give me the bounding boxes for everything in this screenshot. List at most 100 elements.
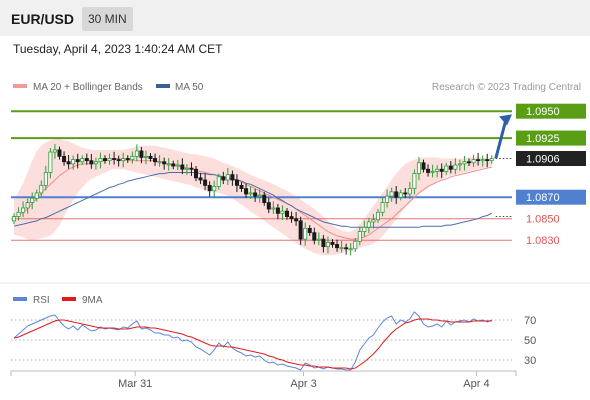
projection-arrow-shaft xyxy=(494,119,508,159)
legend-ma50-label: MA 50 xyxy=(175,82,204,93)
candle-up xyxy=(480,159,485,162)
candle-up xyxy=(471,159,476,164)
candle-down xyxy=(294,218,299,222)
level-badge-label: 1.0950 xyxy=(526,106,560,118)
level-badge-label: 1.0925 xyxy=(526,133,560,145)
timestamp: Tuesday, April 4, 2023 1:40:24 AM CET xyxy=(13,42,223,56)
candle-up xyxy=(225,174,230,181)
timeframe-badge[interactable]: 30 MIN xyxy=(82,7,133,31)
candle-down xyxy=(103,158,108,162)
candle-down xyxy=(466,161,471,164)
candle-down xyxy=(485,159,490,162)
candle-down xyxy=(262,194,267,203)
candle-up xyxy=(435,168,440,172)
candle-down xyxy=(321,238,326,248)
rsi-tick-50: 50 xyxy=(524,335,536,347)
candle-down xyxy=(207,184,212,192)
candle-up xyxy=(52,149,57,153)
ma50-line xyxy=(13,172,493,228)
candle-down xyxy=(275,207,280,214)
candle-up xyxy=(366,221,371,228)
level-badge-1-0925 xyxy=(516,130,586,146)
candle-down xyxy=(289,216,294,220)
candle-up xyxy=(43,172,48,186)
rsi-panel: 70 50 30 xyxy=(11,311,536,371)
candle-up xyxy=(271,207,276,210)
candle-up xyxy=(134,150,139,157)
candle-down xyxy=(153,158,158,163)
candle-up xyxy=(412,173,417,190)
candle-up xyxy=(143,155,148,158)
price-panel: 1.0950 1.0925 1.0906 1.0870 1.0850 1.0830 xyxy=(11,103,586,256)
candle-up xyxy=(107,158,112,162)
candle-up xyxy=(398,192,403,198)
candle-down xyxy=(221,176,226,181)
candle-up xyxy=(457,163,462,166)
candle-up xyxy=(316,238,321,241)
legend-rsi-ma-swatch xyxy=(62,297,76,301)
candle-up xyxy=(121,158,126,162)
candle-up xyxy=(444,165,449,172)
candle-down xyxy=(75,159,80,163)
candle-up xyxy=(385,195,390,203)
candle-up xyxy=(362,226,367,233)
level-badge-1-0870 xyxy=(516,189,586,205)
candle-up xyxy=(325,241,330,248)
header-bar: EUR/USD 30 MIN xyxy=(0,0,590,36)
candle-down xyxy=(439,168,444,172)
candle-up xyxy=(93,161,98,165)
level-badge-label: 1.0870 xyxy=(526,192,560,204)
candle-down xyxy=(125,158,130,160)
candle-up xyxy=(16,211,21,217)
candle-down xyxy=(448,165,453,170)
candle-down xyxy=(139,150,144,158)
candle-down xyxy=(57,149,62,157)
candle-down xyxy=(230,174,235,181)
candle-down xyxy=(307,227,312,234)
candle-down xyxy=(162,161,167,165)
level-badge-1-0906 xyxy=(516,151,586,166)
candle-up xyxy=(375,211,380,221)
candle-up xyxy=(30,197,35,203)
candle-down xyxy=(298,220,303,240)
candle-up xyxy=(462,161,467,165)
candle-down xyxy=(189,167,194,170)
x-tick-label: Mar 31 xyxy=(118,378,152,390)
candle-up xyxy=(416,162,421,174)
candle-down xyxy=(330,241,335,245)
candle-up xyxy=(157,161,162,164)
candle-up xyxy=(348,248,353,251)
candle-up xyxy=(357,231,362,242)
candle-up xyxy=(21,207,26,213)
candle-up xyxy=(280,210,285,214)
candle-down xyxy=(66,161,71,165)
level-badge-1-0950 xyxy=(516,103,586,119)
candle-down xyxy=(312,232,317,241)
candle-down xyxy=(84,158,89,162)
candle-up xyxy=(216,176,221,187)
candle-down xyxy=(180,164,185,170)
candle-down xyxy=(421,162,426,170)
candle-down xyxy=(198,177,203,181)
candle-up xyxy=(166,163,171,166)
level-label-1-0830: 1.0830 xyxy=(526,235,560,247)
candle-down xyxy=(403,192,408,195)
candle-down xyxy=(89,160,94,165)
rsi-tick-70: 70 xyxy=(524,315,536,327)
candle-down xyxy=(62,155,67,163)
candle-down xyxy=(476,159,481,162)
candle-down xyxy=(335,244,340,249)
candle-up xyxy=(453,164,458,170)
symbol-title: EUR/USD xyxy=(11,11,75,27)
candle-up xyxy=(184,167,189,170)
candle-up xyxy=(11,216,16,222)
ma20-line xyxy=(13,158,492,240)
candle-up xyxy=(25,202,30,209)
candle-up xyxy=(175,164,180,167)
candle-up xyxy=(430,170,435,173)
candle-down xyxy=(239,184,244,189)
candle-down xyxy=(284,210,289,217)
candle-down xyxy=(148,155,153,159)
level-badge-label: 1.0906 xyxy=(526,154,560,166)
